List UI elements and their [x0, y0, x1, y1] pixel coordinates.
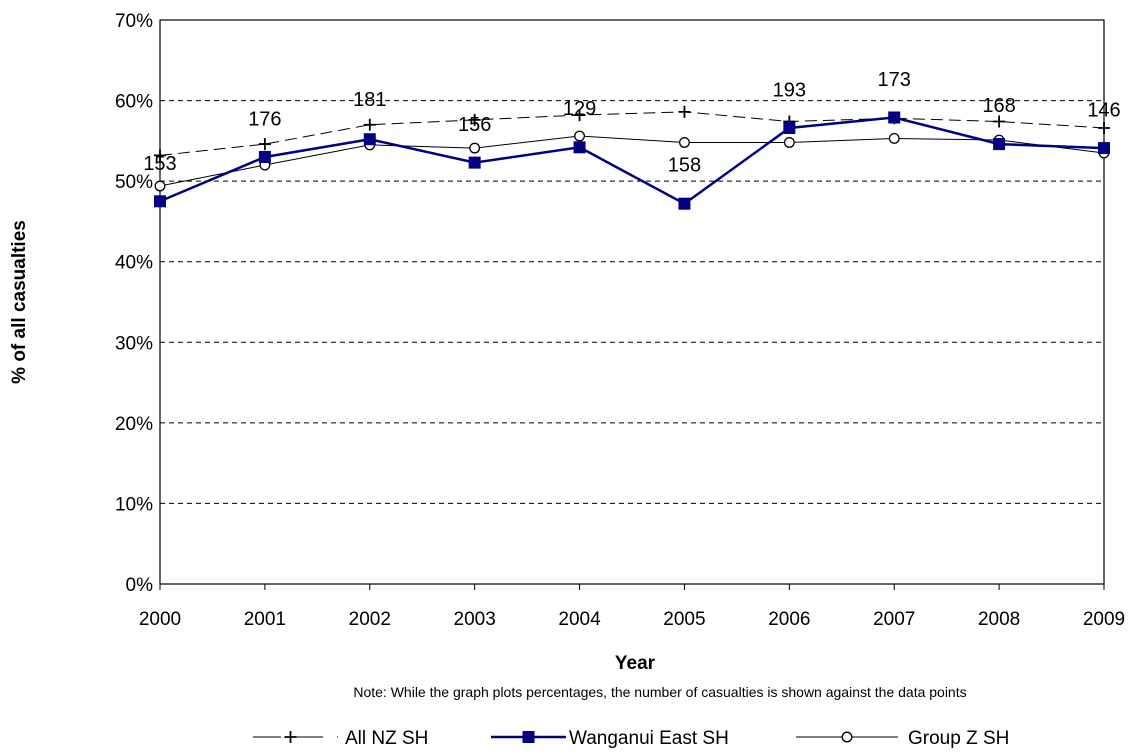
data-label: 153 [143, 153, 176, 175]
x-tick-label: 2001 [244, 609, 286, 630]
data-label: 176 [248, 109, 281, 131]
x-tick-label: 2000 [139, 609, 181, 630]
series-group-z-sh [154, 130, 1110, 192]
circle-marker [574, 130, 586, 142]
legend-label: Group Z SH [908, 728, 1009, 749]
y-tick-label: 10% [115, 494, 153, 515]
square-marker [363, 133, 376, 146]
square-marker [573, 141, 586, 154]
square-marker [888, 111, 901, 124]
square-marker [993, 138, 1006, 151]
plus-marker [573, 109, 586, 122]
square-marker [154, 195, 166, 208]
square-marker [1098, 142, 1110, 155]
x-axis-title: Year [615, 653, 656, 674]
legend-label: All NZ SH [345, 728, 428, 749]
chart-note: Note: While the graph plots percentages,… [353, 684, 966, 700]
legend: All NZ SH Wanganui East SH Group Z SH [253, 728, 1009, 749]
circle-marker [154, 180, 166, 192]
square-marker [522, 731, 535, 743]
y-tick-label: 60% [115, 92, 153, 113]
data-label: 158 [668, 154, 701, 176]
series-all-nz-sh [154, 105, 1110, 162]
y-axis-title: % of all casualties [9, 220, 30, 384]
square-marker [468, 156, 481, 169]
plot-area-frame [159, 19, 1105, 585]
y-tick-label: 20% [115, 414, 153, 435]
x-tick-labels: 2000 2001 2002 2003 2004 2005 2006 2007 2008 2009 [139, 584, 1125, 630]
y-tick-label: 0% [126, 575, 154, 596]
circle-marker [469, 142, 481, 154]
series-line [159, 135, 1105, 187]
gridlines [160, 100, 1104, 504]
x-tick-label: 2005 [663, 609, 705, 630]
data-label: 129 [563, 98, 596, 120]
plus-marker [258, 138, 271, 151]
circle-marker [783, 137, 795, 148]
y-tick-label: 70% [115, 11, 153, 32]
y-tick-label: 30% [115, 333, 153, 354]
plus-marker [678, 105, 691, 118]
series-line [159, 111, 1105, 156]
square-marker [678, 197, 691, 210]
data-label: 193 [773, 80, 806, 102]
series-wanganui-east-sh [154, 111, 1110, 210]
legend-item: Group Z SH [796, 728, 1009, 749]
circle-marker [888, 132, 900, 144]
circle-marker [841, 731, 853, 743]
plus-marker [993, 115, 1006, 128]
x-tick-label: 2002 [349, 609, 391, 630]
x-tick-label: 2009 [1083, 609, 1125, 630]
plus-marker [468, 113, 481, 126]
x-tick-label: 2008 [978, 609, 1020, 630]
data-label: 181 [353, 89, 386, 111]
plus-marker [363, 118, 376, 131]
plus-marker [1098, 121, 1110, 134]
series-group [154, 105, 1110, 210]
plus-marker [154, 149, 166, 162]
y-tick-label: 40% [115, 253, 153, 274]
square-marker [258, 150, 271, 163]
data-label: 156 [458, 114, 491, 136]
data-labels: 153 176 181 156 129 158 193 173 168 146 [143, 69, 1120, 176]
square-marker [783, 121, 796, 134]
x-tick-label: 2006 [768, 609, 810, 630]
legend-item: Wanganui East SH [491, 728, 729, 749]
y-tick-label: 50% [115, 172, 153, 193]
y-tick-labels: 0% 10% 20% 30% 40% 50% 60% 70% [115, 11, 153, 596]
plus-marker [284, 731, 297, 743]
legend-item: All NZ SH [253, 728, 428, 749]
x-tick-label: 2004 [558, 609, 601, 630]
series-line [159, 116, 1105, 206]
data-label: 168 [982, 95, 1015, 117]
data-label: 173 [878, 69, 911, 91]
circle-marker [678, 137, 690, 148]
x-tick-label: 2003 [454, 609, 496, 630]
x-tick-label: 2007 [873, 609, 915, 630]
data-label: 146 [1087, 100, 1120, 122]
legend-label: Wanganui East SH [569, 728, 729, 749]
